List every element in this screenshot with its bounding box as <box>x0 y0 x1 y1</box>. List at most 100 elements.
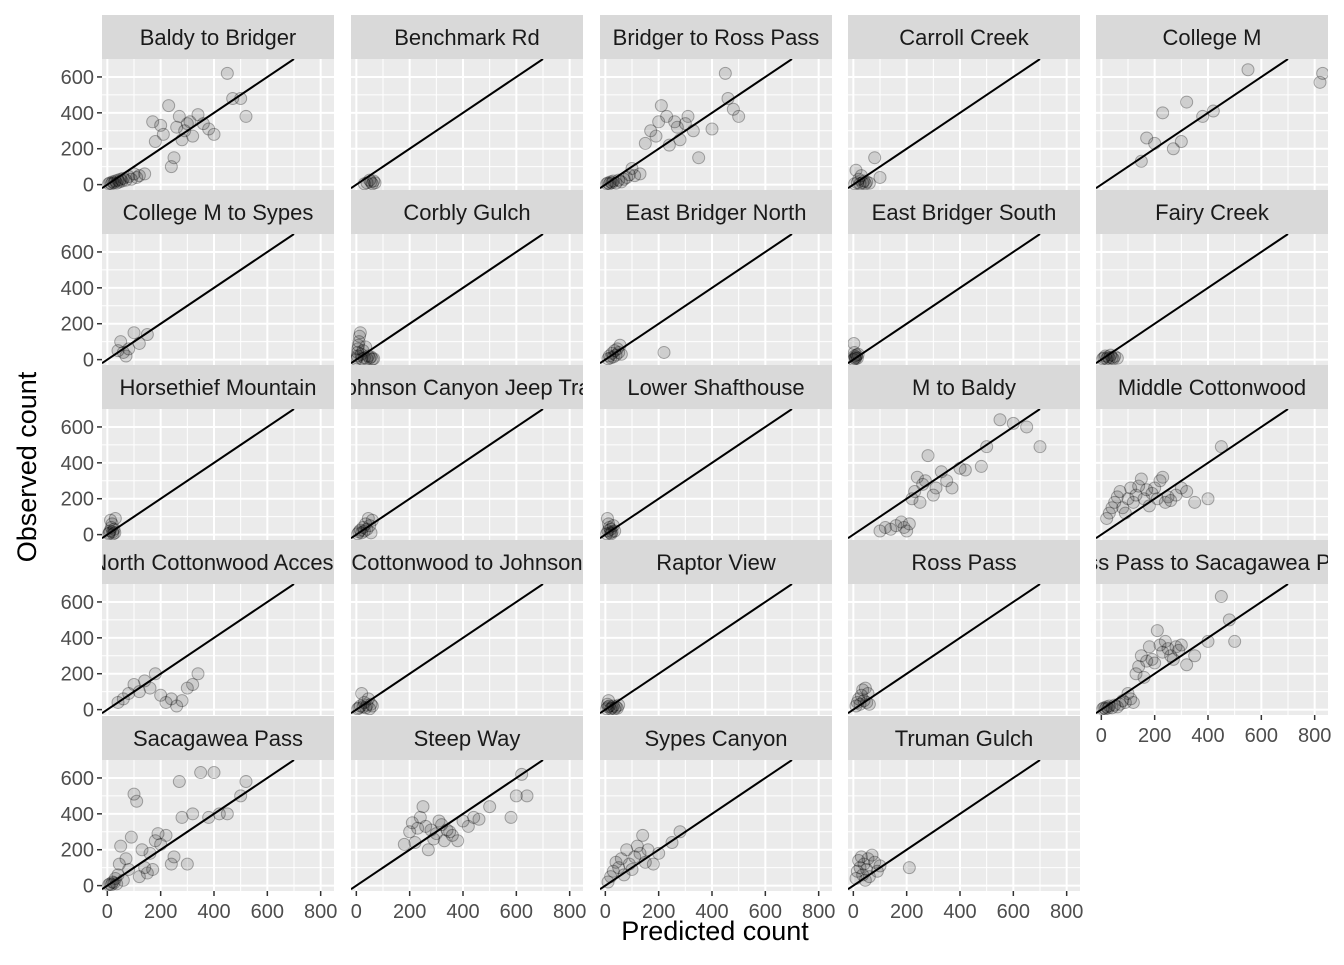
data-point <box>1174 638 1188 652</box>
data-point <box>902 861 916 875</box>
data-point <box>657 345 671 359</box>
data-point <box>854 688 868 702</box>
data-point <box>1214 590 1228 604</box>
data-point <box>858 873 872 887</box>
data-point <box>1126 495 1140 509</box>
facet-strip <box>1096 190 1328 234</box>
data-point <box>403 825 417 839</box>
data-point <box>167 850 181 864</box>
x-tick-label: 200 <box>642 901 675 923</box>
data-point <box>104 513 118 527</box>
data-point <box>921 449 935 463</box>
reference-line <box>102 760 295 891</box>
data-point <box>146 862 160 876</box>
facet-strip <box>848 540 1080 584</box>
data-point <box>148 135 162 149</box>
data-point <box>1140 483 1154 497</box>
data-point <box>353 326 367 340</box>
data-point <box>856 683 870 697</box>
data-point <box>652 115 666 129</box>
y-tick-label: 400 <box>61 453 94 475</box>
panel-background <box>848 59 1080 190</box>
data-point <box>186 677 200 691</box>
data-point <box>609 348 623 362</box>
x-tick-label: 400 <box>943 901 976 923</box>
data-point <box>432 814 446 828</box>
data-point <box>638 136 652 150</box>
panel-background <box>1096 234 1328 365</box>
facet-strip-label: Corbly Gulch <box>403 200 530 225</box>
facet-strip-label: Truman Gulch <box>895 726 1034 751</box>
facet-strip-label: Horsethief Mountain <box>120 375 317 400</box>
data-point <box>1148 481 1162 495</box>
data-point <box>692 151 706 165</box>
data-point <box>868 151 882 165</box>
data-point <box>628 169 642 183</box>
data-point <box>207 766 221 780</box>
panel-background <box>848 584 1080 715</box>
x-tick-label: 600 <box>1245 725 1278 747</box>
facet-strip <box>1096 15 1328 59</box>
data-point <box>363 702 377 715</box>
x-tick-label: 200 <box>1138 725 1171 747</box>
data-point <box>1126 695 1140 709</box>
data-point <box>186 807 200 821</box>
data-point <box>164 160 178 174</box>
data-point <box>1169 488 1183 502</box>
data-point <box>726 102 740 116</box>
data-point <box>873 524 887 538</box>
y-tick-label: 0 <box>83 350 94 372</box>
data-point <box>220 807 234 821</box>
x-tick-label: 400 <box>197 901 230 923</box>
facet-strip <box>351 190 583 234</box>
facet-strip-label: Sypes Canyon <box>644 726 787 751</box>
data-point <box>451 834 465 848</box>
data-point <box>194 766 208 780</box>
data-point <box>180 681 194 695</box>
data-point <box>154 118 168 132</box>
data-point <box>421 843 435 857</box>
data-point <box>1166 142 1180 156</box>
data-point <box>202 122 216 136</box>
data-point <box>1241 63 1255 77</box>
facet-strip-label: College M to Sypes <box>123 200 314 225</box>
reference-line <box>102 409 295 540</box>
data-point <box>1145 652 1159 666</box>
panel-background <box>848 760 1080 891</box>
data-point <box>239 775 253 789</box>
data-point <box>461 819 475 833</box>
data-point <box>114 839 128 853</box>
data-point <box>191 108 205 122</box>
data-point <box>958 463 972 477</box>
data-point <box>352 335 366 349</box>
data-point <box>993 413 1007 427</box>
facet-strip <box>848 716 1080 760</box>
data-point <box>1201 492 1215 506</box>
facet-strip <box>600 365 832 409</box>
data-point <box>132 169 146 183</box>
x-tick-label: 800 <box>1050 901 1083 923</box>
reference-line <box>600 59 793 190</box>
data-point <box>151 827 165 841</box>
facet-strip-label: Sacagawea Pass <box>133 726 303 751</box>
data-point <box>857 857 871 871</box>
data-point <box>119 173 133 187</box>
data-point <box>644 124 658 138</box>
facet-strip-label: Lower Shafthouse <box>627 375 804 400</box>
facet-strip <box>848 190 1080 234</box>
data-point <box>1169 640 1183 654</box>
data-point <box>437 834 451 848</box>
data-point <box>1116 501 1130 515</box>
reference-line <box>848 760 1041 891</box>
facet-strip <box>102 540 334 584</box>
data-point <box>119 349 133 363</box>
reference-line <box>848 584 1041 715</box>
data-point <box>363 351 377 365</box>
data-point <box>355 352 369 365</box>
facet-strip-label: Cottonwood to Johnson <box>351 550 582 575</box>
data-point <box>929 481 943 495</box>
facet-strip-label: Ross Pass to Sacagawea Pass <box>1059 550 1344 575</box>
x-tick-label: 0 <box>600 901 611 923</box>
panel-background <box>1096 59 1328 190</box>
reference-line <box>102 59 295 190</box>
